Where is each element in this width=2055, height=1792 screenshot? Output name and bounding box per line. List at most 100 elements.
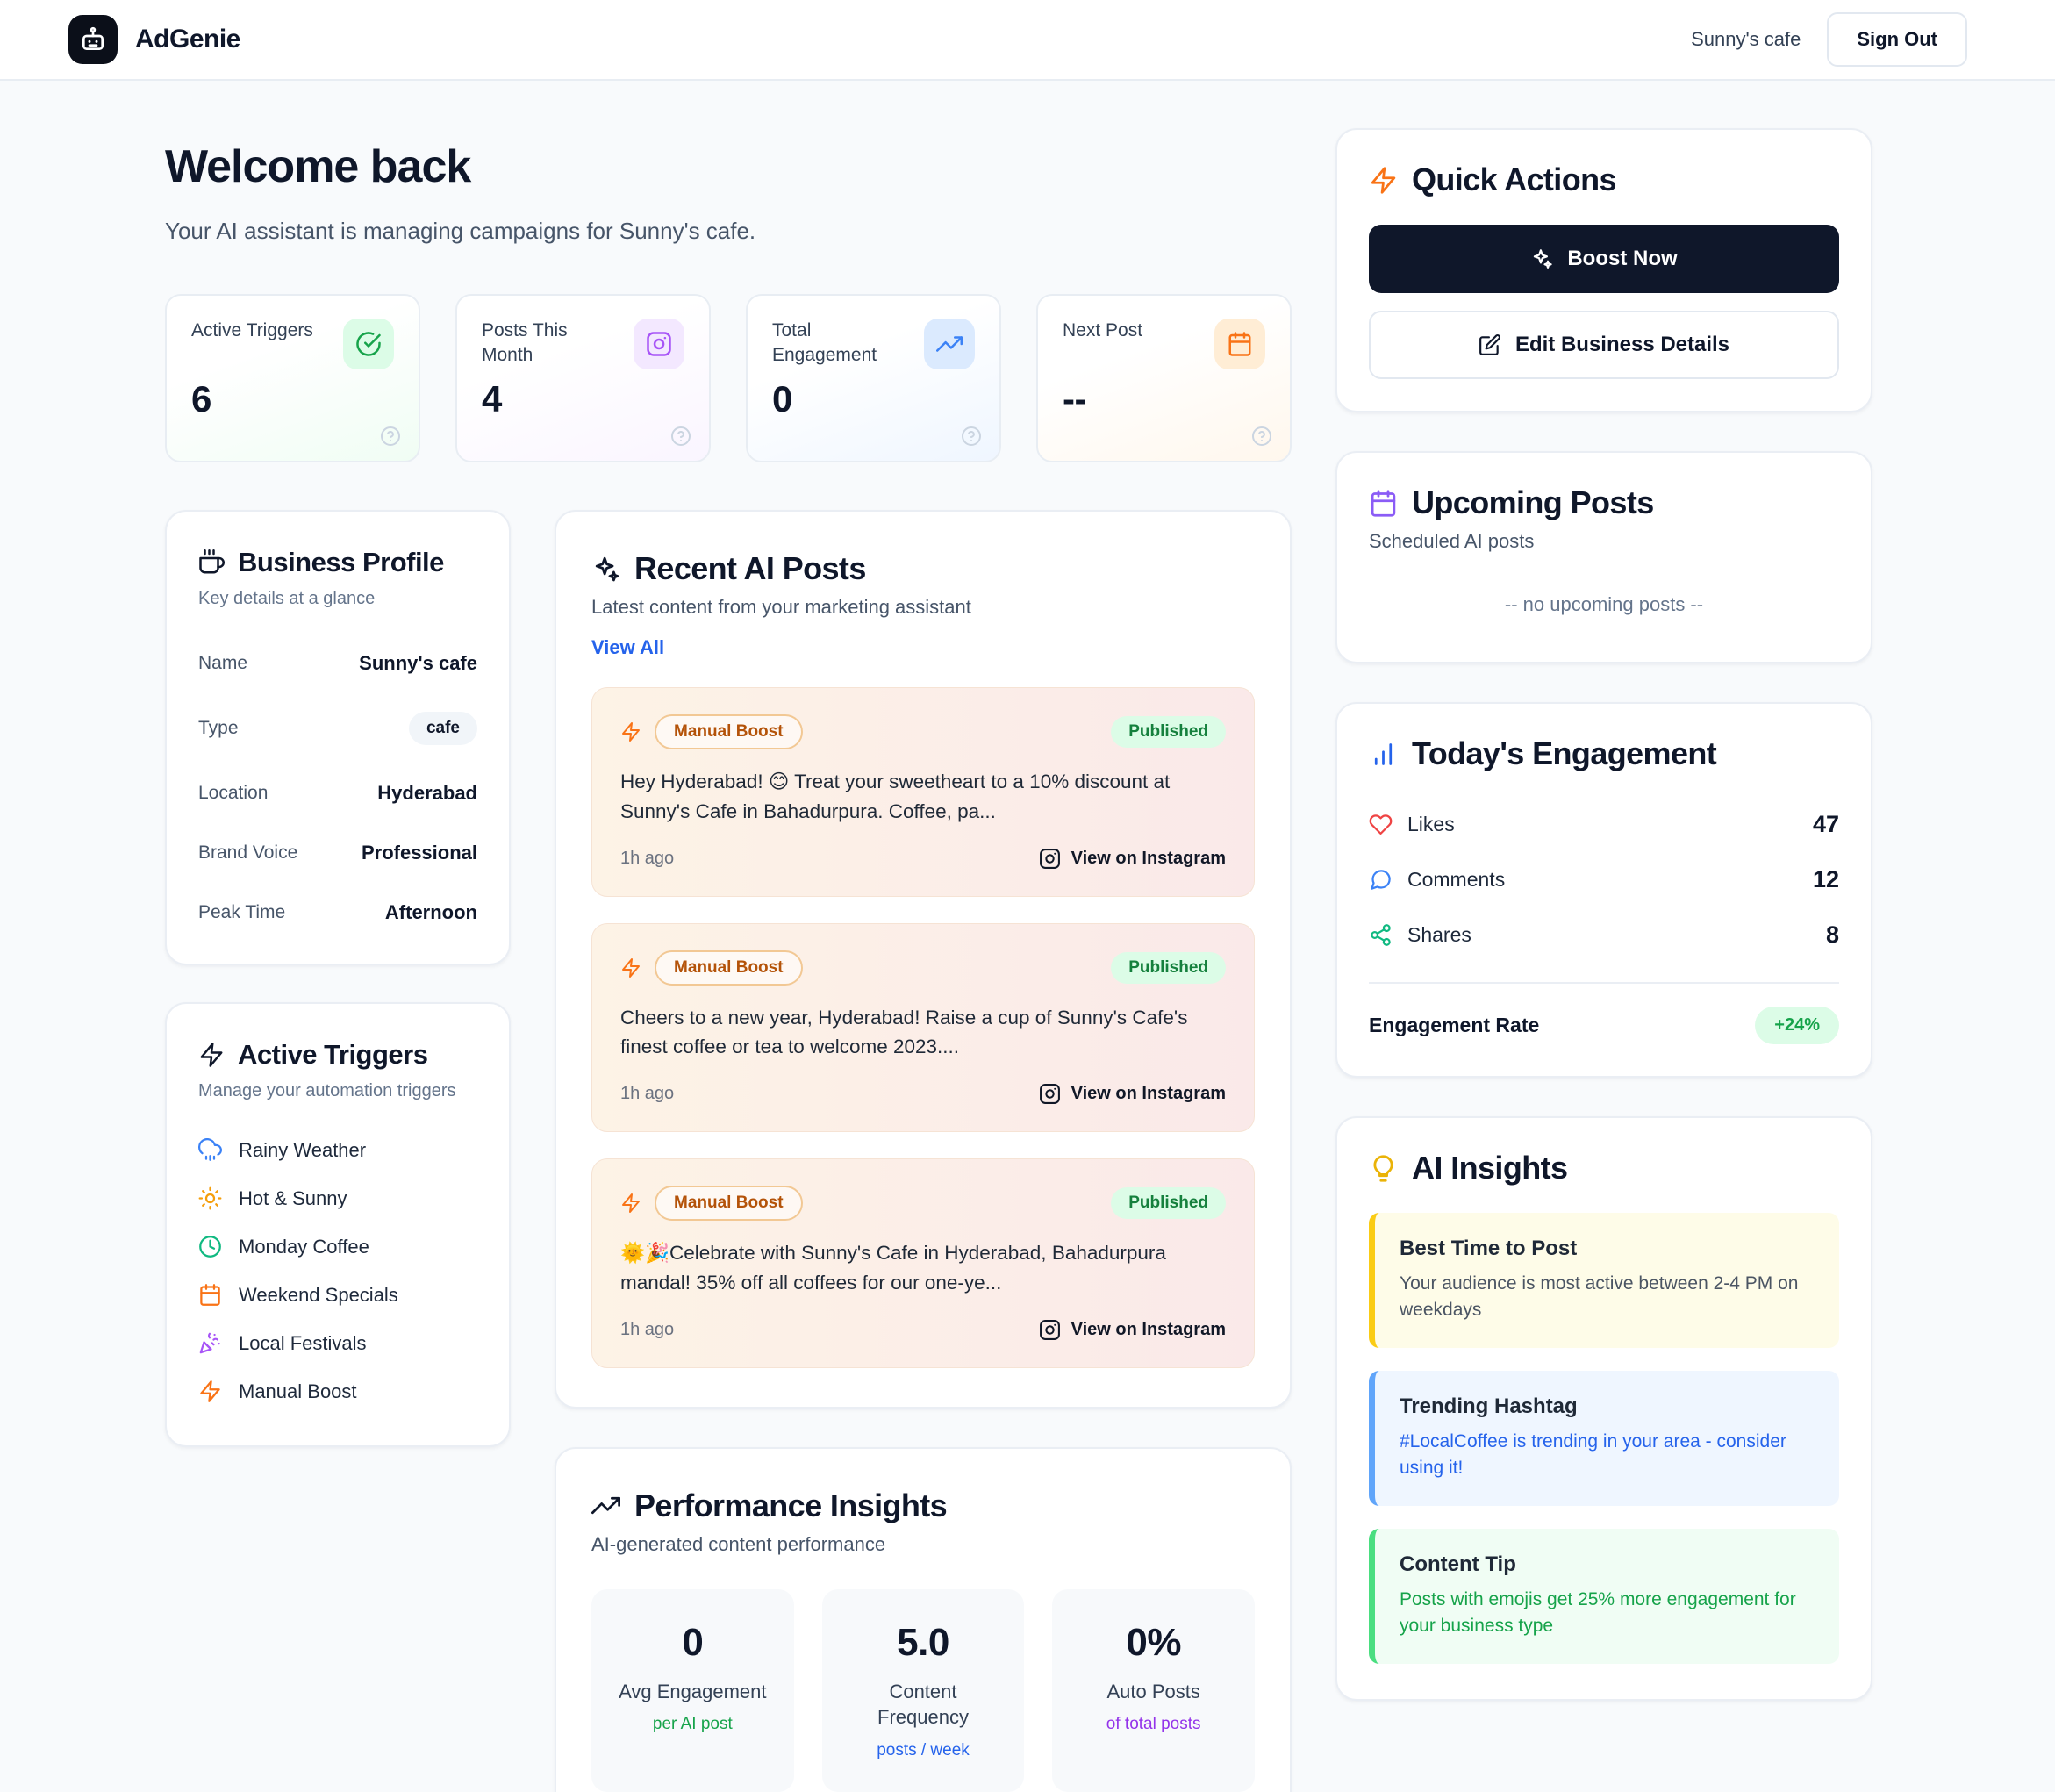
- engagement-rate-row: Engagement Rate +24%: [1369, 1007, 1839, 1044]
- manual-boost-badge: Manual Boost: [655, 714, 803, 749]
- boost-now-button[interactable]: Boost Now: [1369, 225, 1839, 293]
- recent-posts-subtitle: Latest content from your marketing assis…: [591, 596, 971, 618]
- trigger-item-rainy-weather[interactable]: Rainy Weather: [198, 1126, 477, 1174]
- profile-field-location: Location Hyderabad: [198, 782, 477, 804]
- check-circle-icon: [343, 319, 394, 369]
- post-text: Cheers to a new year, Hyderabad! Raise a…: [620, 1006, 1188, 1058]
- ai-insights-title: AI Insights: [1412, 1150, 1568, 1186]
- manual-boost-badge: Manual Boost: [655, 1186, 803, 1221]
- active-triggers-title: Active Triggers: [238, 1039, 428, 1070]
- no-upcoming-posts-text: -- no upcoming posts --: [1504, 593, 1704, 615]
- trending-up-icon: [924, 319, 975, 369]
- trigger-item-local-festivals[interactable]: Local Festivals: [198, 1319, 477, 1367]
- performance-title: Performance Insights: [634, 1487, 948, 1523]
- help-icon[interactable]: [380, 426, 401, 447]
- edit-business-details-button[interactable]: Edit Business Details: [1369, 311, 1839, 379]
- stat-label: Posts This Month: [482, 320, 568, 366]
- insight-best-time-to-post: Best Time to Post Your audience is most …: [1369, 1213, 1839, 1348]
- business-profile-subtitle: Key details at a glance: [198, 589, 376, 608]
- upcoming-posts-subtitle: Scheduled AI posts: [1369, 530, 1535, 552]
- trending-up-icon: [591, 1491, 620, 1520]
- metric-auto-posts: 0% Auto Posts of total posts: [1052, 1588, 1255, 1792]
- recent-posts-title: Recent AI Posts: [634, 550, 866, 586]
- metric-avg-engagement: 0 Avg Engagement per AI post: [591, 1588, 794, 1792]
- trigger-item-weekend-specials[interactable]: Weekend Specials: [198, 1271, 477, 1319]
- stats-row: Active Triggers 6 Posts This Month 4 Tot…: [165, 294, 1292, 462]
- instagram-icon: [1039, 848, 1061, 870]
- zap-icon: [198, 1380, 222, 1403]
- post-text: Hey Hyderabad! 😊 Treat your sweetheart t…: [620, 771, 1171, 822]
- sign-out-button[interactable]: Sign Out: [1827, 12, 1967, 67]
- sparkles-icon: [1530, 247, 1553, 270]
- app-logo: [68, 15, 118, 64]
- coffee-icon: [198, 549, 225, 576]
- profile-field-brand-voice: Brand Voice Professional: [198, 842, 477, 864]
- lightbulb-icon: [1369, 1154, 1398, 1183]
- stat-card-next-post: Next Post --: [1036, 294, 1292, 462]
- todays-engagement-card: Today's Engagement Likes 47 Comments 12 …: [1335, 702, 1872, 1078]
- profile-field-peak-time: Peak Time Afternoon: [198, 901, 477, 923]
- view-on-instagram-link[interactable]: View on Instagram: [1039, 1083, 1226, 1105]
- zap-icon: [198, 1042, 225, 1068]
- stat-value: 4: [482, 378, 502, 419]
- stat-value: 0: [772, 378, 792, 419]
- view-all-link[interactable]: View All: [591, 636, 665, 658]
- profile-field-name: Name Sunny's cafe: [198, 652, 477, 674]
- instagram-icon: [634, 319, 684, 369]
- stat-label: Total Engagement: [772, 320, 877, 366]
- trigger-item-hot-sunny[interactable]: Hot & Sunny: [198, 1174, 477, 1222]
- business-profile-card: Business Profile Key details at a glance…: [165, 510, 511, 965]
- rain-cloud-icon: [198, 1138, 222, 1162]
- brand: AdGenie: [68, 15, 240, 64]
- help-icon[interactable]: [1251, 426, 1272, 447]
- help-icon[interactable]: [670, 426, 691, 447]
- quick-actions-title: Quick Actions: [1412, 161, 1617, 197]
- edit-icon: [1479, 333, 1501, 356]
- view-on-instagram-link[interactable]: View on Instagram: [1039, 1319, 1226, 1341]
- published-badge: Published: [1111, 1187, 1226, 1219]
- help-icon[interactable]: [961, 426, 982, 447]
- sparkles-icon: [591, 555, 620, 584]
- stat-card-total-engagement: Total Engagement 0: [746, 294, 1001, 462]
- profile-field-type: Type cafe: [198, 693, 477, 763]
- business-profile-title: Business Profile: [238, 547, 444, 577]
- stat-label: Next Post: [1063, 320, 1143, 340]
- engagement-row-likes: Likes 47: [1369, 797, 1839, 852]
- quick-actions-card: Quick Actions Boost Now Edit Business De…: [1335, 128, 1872, 412]
- performance-insights-card: Performance Insights AI-generated conten…: [555, 1446, 1292, 1792]
- engagement-title: Today's Engagement: [1412, 735, 1717, 771]
- instagram-icon: [1039, 1319, 1061, 1341]
- engagement-row-shares: Shares 8: [1369, 907, 1839, 963]
- zap-icon: [620, 1193, 641, 1214]
- type-badge: cafe: [408, 712, 477, 745]
- stat-label: Active Triggers: [191, 320, 313, 340]
- published-badge: Published: [1111, 951, 1226, 984]
- party-icon: [198, 1331, 222, 1355]
- post-card: Manual Boost Published Cheers to a new y…: [591, 922, 1255, 1132]
- view-on-instagram-link[interactable]: View on Instagram: [1039, 848, 1226, 870]
- stat-value: --: [1063, 378, 1086, 419]
- page-subtitle: Your AI assistant is managing campaigns …: [165, 218, 756, 244]
- active-triggers-subtitle: Manage your automation triggers: [198, 1081, 456, 1100]
- stat-value: 6: [191, 378, 211, 419]
- calendar-icon: [1369, 489, 1398, 518]
- zap-icon: [620, 957, 641, 978]
- metric-content-frequency: 5.0 Content Frequency posts / week: [821, 1588, 1025, 1792]
- post-text: 🌞🎉Celebrate with Sunny's Cafe in Hyderab…: [620, 1242, 1166, 1294]
- post-timestamp: 1h ago: [620, 848, 675, 868]
- post-timestamp: 1h ago: [620, 1319, 675, 1339]
- comment-icon: [1369, 868, 1393, 892]
- recent-posts-card: Recent AI Posts Latest content from your…: [555, 510, 1292, 1409]
- bar-chart-icon: [1369, 740, 1398, 769]
- upcoming-posts-card: Upcoming Posts Scheduled AI posts -- no …: [1335, 451, 1872, 663]
- trigger-item-monday-coffee[interactable]: Monday Coffee: [198, 1222, 477, 1271]
- engagement-rate-badge: +24%: [1755, 1007, 1839, 1044]
- sun-icon: [198, 1186, 222, 1210]
- trigger-item-manual-boost[interactable]: Manual Boost: [198, 1367, 477, 1416]
- divider: [1369, 982, 1839, 984]
- engagement-row-comments: Comments 12: [1369, 852, 1839, 907]
- header-business-name: Sunny's cafe: [1691, 28, 1801, 50]
- app-name: AdGenie: [135, 25, 240, 54]
- post-card: Manual Boost Published Hey Hyderabad! 😊 …: [591, 687, 1255, 897]
- zap-icon: [1369, 166, 1398, 195]
